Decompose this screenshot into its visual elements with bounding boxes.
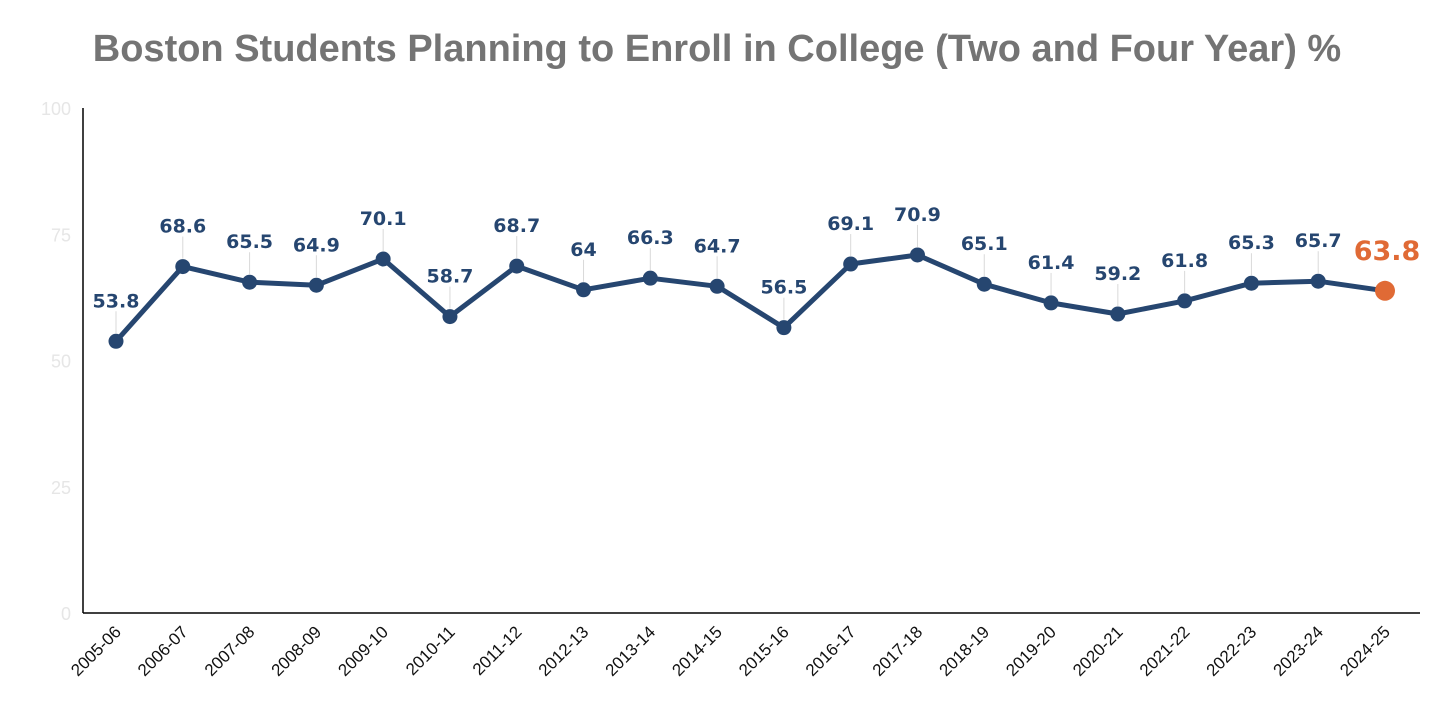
data-point — [709, 278, 725, 294]
data-point — [308, 277, 324, 293]
y-axis-ticks: 0 25 50 75 100 — [41, 99, 71, 624]
data-label: 61.8 — [1161, 250, 1208, 272]
data-point — [976, 276, 992, 292]
data-label: 65.1 — [961, 233, 1008, 255]
data-label: 64.9 — [293, 234, 340, 256]
data-point — [1043, 295, 1059, 311]
data-label: 65.7 — [1295, 230, 1342, 252]
y-tick-label: 0 — [61, 604, 71, 624]
x-tick-label: 2010-11 — [402, 622, 459, 679]
y-tick-label: 50 — [51, 352, 71, 372]
series-line — [113, 252, 1388, 344]
x-tick-label: 2006-07 — [134, 622, 192, 680]
data-label: 65.5 — [226, 231, 273, 253]
x-tick-label: 2005-06 — [67, 622, 125, 680]
x-tick-label: 2019-20 — [1002, 622, 1060, 680]
x-tick-label: 2007-08 — [201, 622, 259, 680]
data-point — [242, 274, 258, 290]
data-label: 59.2 — [1094, 263, 1141, 285]
data-label: 65.3 — [1228, 232, 1275, 254]
x-tick-label: 2008-09 — [268, 622, 326, 680]
x-tick-label: 2017-18 — [869, 622, 927, 680]
chart-title: Boston Students Planning to Enroll in Co… — [92, 28, 1342, 70]
data-label: 70.9 — [894, 204, 941, 226]
data-labels: 53.8 68.6 65.5 64.9 70.1 58.7 68.7 64 66.3 64.7 56… — [93, 204, 1421, 312]
y-tick-label: 75 — [51, 225, 71, 245]
data-point — [175, 259, 191, 275]
data-point — [1110, 306, 1126, 322]
y-tick-label: 100 — [41, 99, 71, 119]
data-point — [642, 270, 658, 286]
x-tick-label: 2015-16 — [735, 622, 793, 680]
data-point — [776, 320, 792, 336]
x-tick-label: 2021-22 — [1136, 622, 1194, 680]
data-markers — [108, 247, 1395, 349]
data-point — [108, 333, 124, 349]
highlight-data-label: 63.8 — [1354, 236, 1421, 267]
x-tick-label: 2011-12 — [469, 622, 526, 679]
data-point — [843, 256, 859, 272]
data-point — [1177, 293, 1193, 309]
data-point — [375, 251, 391, 267]
data-label: 68.6 — [159, 216, 206, 238]
data-label: 64 — [570, 239, 596, 261]
y-tick-label: 25 — [51, 478, 71, 498]
data-label: 53.8 — [93, 290, 140, 312]
data-label: 61.4 — [1028, 252, 1075, 274]
data-point — [509, 258, 525, 274]
x-tick-label: 2016-17 — [802, 622, 860, 680]
x-tick-label: 2009-10 — [334, 622, 392, 680]
data-point — [442, 309, 458, 325]
data-label: 64.7 — [694, 235, 741, 257]
x-tick-label: 2024-25 — [1336, 622, 1394, 680]
highlight-marker — [1375, 280, 1395, 301]
x-tick-label: 2022-23 — [1203, 622, 1261, 680]
x-tick-label: 2023-24 — [1269, 622, 1327, 680]
x-tick-label: 2018-19 — [936, 622, 994, 680]
data-label: 58.7 — [427, 266, 474, 288]
x-tick-label: 2014-15 — [668, 622, 726, 680]
data-label: 66.3 — [627, 227, 674, 249]
data-label: 70.1 — [360, 208, 407, 230]
data-point — [909, 247, 925, 263]
data-label: 68.7 — [493, 215, 540, 237]
x-tick-label: 2020-21 — [1069, 622, 1127, 680]
data-label: 69.1 — [827, 213, 874, 235]
data-label: 56.5 — [760, 277, 807, 299]
x-axis-ticks: 2005-06 2006-07 2007-08 2008-09 2009-10 2010-… — [67, 622, 1394, 680]
data-point — [576, 282, 592, 298]
x-tick-label: 2013-14 — [602, 622, 660, 680]
data-point — [1310, 273, 1326, 289]
x-tick-label: 2012-13 — [535, 622, 593, 680]
data-point — [1243, 275, 1259, 291]
label-leader-lines — [115, 224, 1319, 334]
